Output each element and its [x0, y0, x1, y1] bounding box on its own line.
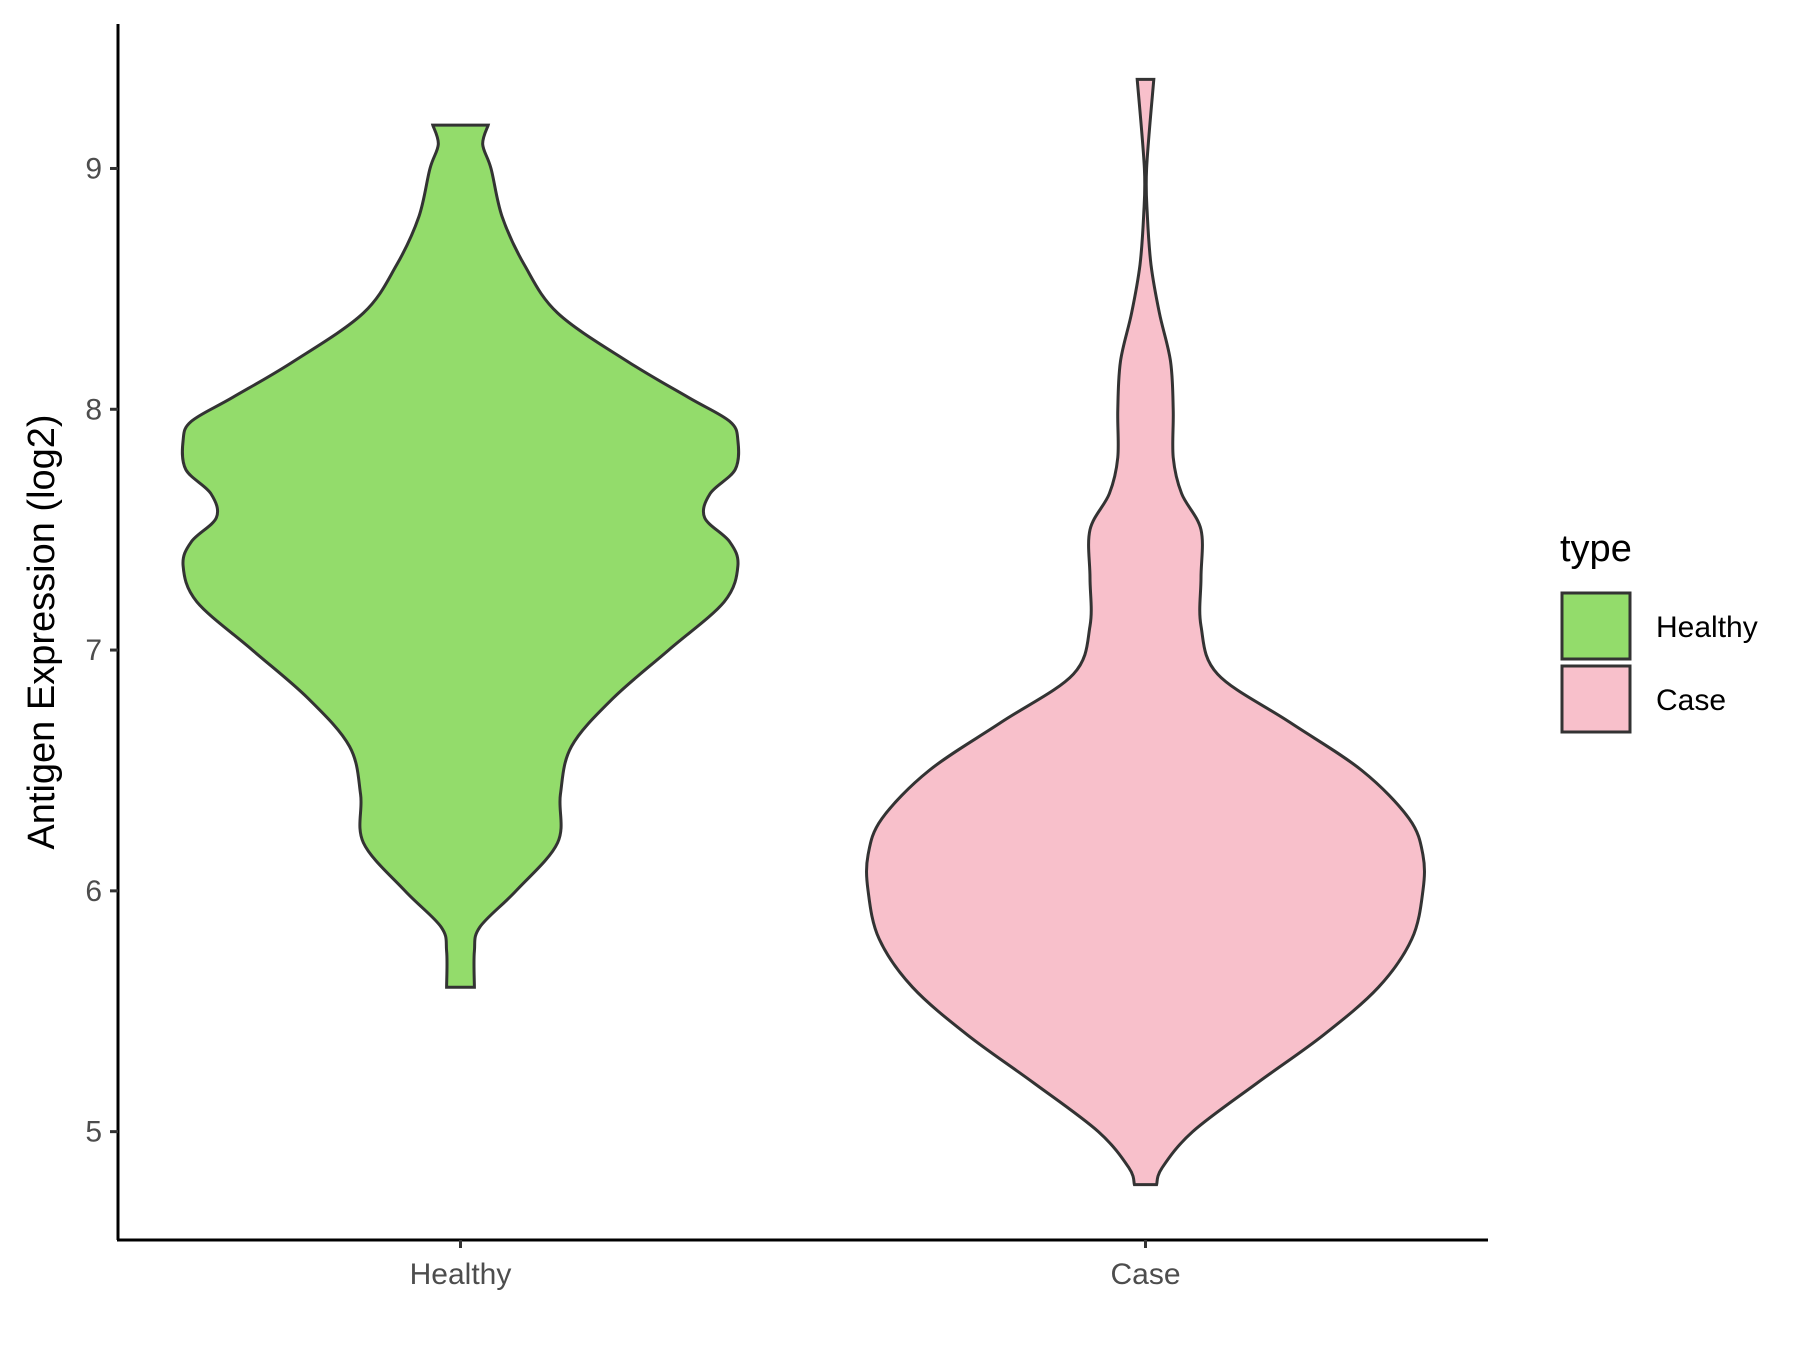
- y-tick-label: 7: [85, 634, 102, 667]
- plot-area: [180, 77, 1426, 1187]
- x-tick-label: Case: [1110, 1258, 1180, 1291]
- violin-healthy: [180, 123, 741, 989]
- ticks: 5 6 7 8 9 Healthy Case: [85, 152, 1180, 1291]
- y-axis-title: Antigen Expression (log2): [21, 414, 63, 849]
- y-tick-label: 9: [85, 152, 102, 185]
- y-tick-label: 6: [85, 875, 102, 908]
- violin-case: [865, 77, 1426, 1187]
- axes: [116, 24, 1488, 1242]
- y-tick-label: 5: [85, 1116, 102, 1149]
- legend-swatch-case: [1560, 664, 1632, 734]
- legend-label-healthy: Healthy: [1656, 611, 1758, 644]
- legend-title: type: [1560, 528, 1632, 570]
- x-tick-label: Healthy: [410, 1258, 512, 1291]
- y-tick-label: 8: [85, 393, 102, 426]
- legend-label-case: Case: [1656, 684, 1726, 717]
- legend: type Healthy Case: [1560, 528, 1758, 734]
- legend-swatch-healthy: [1560, 591, 1632, 661]
